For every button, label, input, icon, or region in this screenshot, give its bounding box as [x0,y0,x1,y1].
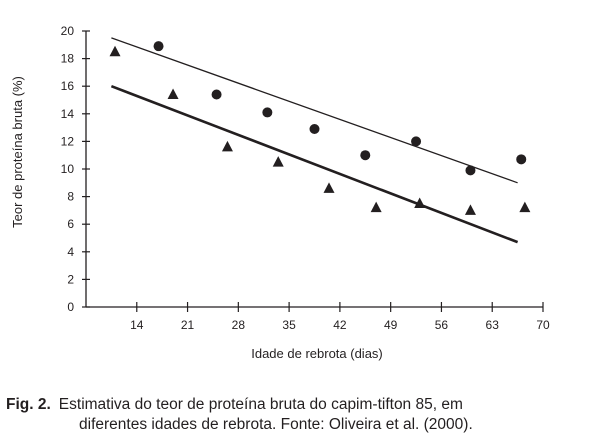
caption-line-2: diferentes idades de rebrota. Fonte: Oli… [79,416,473,433]
trend-lines [110,37,519,244]
triangle-point [370,201,382,213]
caption-line-1: Estimativa do teor de proteína bruta do … [58,396,463,413]
circle-point [309,123,320,134]
y-axis-title: Teor de proteína bruta (%) [10,76,25,228]
axes: 0 2 4 6 8 10 12 14 16 18 20 14 21 28 35 42 49 56 63 70 [61,24,550,332]
data-points [109,41,531,215]
trend-line-circle [111,37,518,184]
x-tick-label: 42 [333,318,347,332]
circle-point [211,89,222,100]
y-tick-label: 20 [61,24,75,38]
x-tick-label: 35 [282,318,296,332]
y-tick-label: 14 [61,107,75,121]
triangle-point [414,197,426,208]
circle-point [262,107,273,118]
x-tick-label: 56 [435,318,449,332]
x-tick-label: 28 [232,318,246,332]
circle-point [465,165,476,176]
trend-line-triangle [110,84,519,244]
triangle-point [221,140,233,152]
y-tick-label: 16 [61,79,75,93]
triangle-point [167,88,179,99]
figure-label: Fig. 2. [6,396,51,413]
y-tick-label: 2 [67,272,74,286]
triangle-point [464,204,476,215]
x-tick-label: 21 [181,318,195,332]
y-tick-label: 8 [67,190,74,204]
x-tick-label: 63 [486,318,500,332]
triangle-point [272,156,284,167]
chart: 0 2 4 6 8 10 12 14 16 18 20 14 21 28 35 42 49 56 63 70 Idad… [10,24,550,361]
circle-point [360,150,371,161]
triangle-point [519,201,531,213]
y-tick-label: 10 [61,162,75,176]
y-tick-label: 12 [61,134,75,148]
x-axis-title: Idade de rebrota (dias) [251,346,383,361]
x-tick-label: 49 [384,318,398,332]
triangle-point [109,45,121,57]
y-tick-label: 6 [67,217,74,231]
x-tick-label: 70 [536,318,550,332]
figure-caption: Fig. 2. Estimativa do teor de proteína br… [6,395,586,435]
y-tick-label: 4 [67,245,74,259]
circle-point [153,41,164,52]
triangle-point [323,182,335,193]
circle-point [411,136,422,147]
y-tick-label: 0 [67,300,74,314]
y-tick-label: 18 [61,52,75,66]
x-tick-label: 14 [130,318,144,332]
circle-point [516,154,527,165]
